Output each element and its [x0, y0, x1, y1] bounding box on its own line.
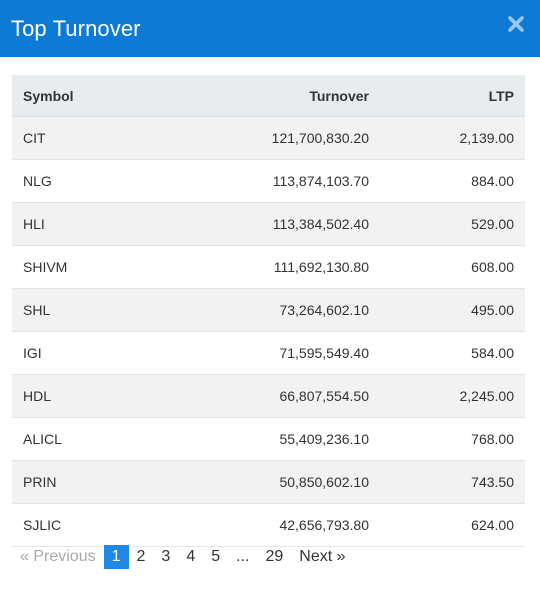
cell-ltp: 2,245.00 — [459, 388, 515, 404]
cell-symbol: HDL — [23, 388, 52, 404]
cell-turnover: 121,700,830.20 — [271, 130, 369, 146]
table-row[interactable]: ALICL 55,409,236.10 768.00 — [12, 418, 525, 461]
cell-ltp: 768.00 — [471, 431, 514, 447]
cell-symbol: IGI — [23, 345, 42, 361]
cell-turnover: 50,850,602.10 — [279, 474, 369, 490]
cell-ltp: 624.00 — [471, 517, 514, 533]
pagination: « Previous 1 2 3 4 5 ... 29 Next » — [12, 544, 354, 569]
column-header-turnover[interactable]: Turnover — [309, 87, 369, 104]
table-row[interactable]: HLI 113,384,502.40 529.00 — [12, 203, 525, 246]
table-header-row: Symbol Turnover LTP — [12, 75, 525, 117]
cell-ltp: 584.00 — [471, 345, 514, 361]
page-2-button[interactable]: 2 — [136, 547, 146, 565]
table-row[interactable]: SJLIC 42,656,793.80 624.00 — [12, 504, 525, 547]
modal-title: Top Turnover — [11, 15, 141, 41]
table-row[interactable]: SHL 73,264,602.10 495.00 — [12, 289, 525, 332]
cell-symbol: SJLIC — [23, 517, 62, 533]
cell-symbol: HLI — [23, 216, 45, 232]
cell-ltp: 2,139.00 — [459, 130, 515, 146]
cell-symbol: NLG — [23, 173, 52, 189]
cell-ltp: 529.00 — [471, 216, 514, 232]
page-5-button[interactable]: 5 — [211, 547, 221, 565]
cell-turnover: 113,384,502.40 — [272, 216, 369, 232]
table-row[interactable]: NLG 113,874,103.70 884.00 — [12, 160, 525, 203]
table-row[interactable]: PRIN 50,850,602.10 743.50 — [12, 461, 525, 504]
cell-turnover: 111,692,130.80 — [273, 259, 369, 275]
table-row[interactable]: CIT 121,700,830.20 2,139.00 — [12, 117, 525, 160]
page-29-button[interactable]: 29 — [265, 547, 284, 565]
table-row[interactable]: SHIVM 111,692,130.80 608.00 — [12, 246, 525, 289]
cell-turnover: 113,874,103.70 — [272, 173, 369, 189]
cell-turnover: 55,409,236.10 — [279, 431, 369, 447]
page-3-button[interactable]: 3 — [161, 547, 171, 565]
modal-header: Top Turnover — [0, 0, 540, 57]
page-1-button[interactable]: 1 — [103, 544, 129, 569]
table-row[interactable]: IGI 71,595,549.40 584.00 — [12, 332, 525, 375]
pagination-ellipsis: ... — [236, 547, 250, 565]
cell-symbol: PRIN — [23, 474, 57, 490]
next-page-button[interactable]: Next » — [299, 547, 346, 565]
cell-symbol: CIT — [23, 130, 46, 146]
page-4-button[interactable]: 4 — [186, 547, 196, 565]
previous-page-button: « Previous — [20, 547, 96, 565]
cell-ltp: 743.50 — [471, 474, 514, 490]
cell-ltp: 884.00 — [471, 173, 514, 189]
close-icon[interactable] — [507, 15, 525, 33]
cell-symbol: SHIVM — [23, 259, 68, 275]
cell-ltp: 608.00 — [471, 259, 514, 275]
cell-turnover: 42,656,793.80 — [279, 517, 369, 533]
cell-turnover: 66,807,554.50 — [279, 388, 369, 404]
cell-turnover: 73,264,602.10 — [279, 302, 369, 318]
cell-turnover: 71,595,549.40 — [279, 345, 369, 361]
cell-symbol: ALICL — [23, 431, 62, 447]
cell-symbol: SHL — [23, 302, 51, 318]
turnover-table: Symbol Turnover LTP CIT 121,700,830.20 2,1… — [12, 75, 525, 547]
cell-ltp: 495.00 — [471, 302, 514, 318]
column-header-ltp[interactable]: LTP — [488, 87, 514, 104]
column-header-symbol[interactable]: Symbol — [23, 87, 74, 104]
table-row[interactable]: HDL 66,807,554.50 2,245.00 — [12, 375, 525, 418]
